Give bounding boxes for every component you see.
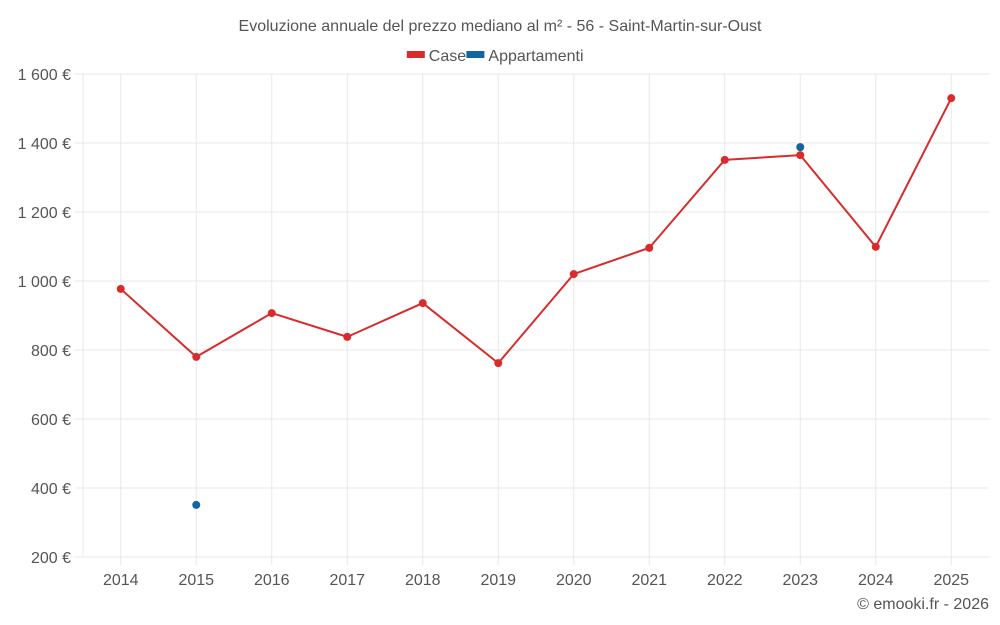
series-layer [116,94,956,509]
y-tick-label: 1 000 € [18,274,71,291]
data-point-appartamenti-2015 [192,500,201,509]
y-gridlines [75,73,989,558]
x-tick-label: 2018 [405,572,441,589]
data-point-case-2022 [720,155,729,164]
x-tick-label: 2019 [480,572,516,589]
legend-swatch-case [406,51,425,58]
data-point-case-2017 [343,332,352,341]
x-tick-label: 2016 [254,572,290,589]
y-tick-label: 1 200 € [18,205,71,222]
x-axis: 2014 2015 2016 2017 2018 2019 2020 2021 2022 2023… [103,572,969,589]
data-point-case-2021 [645,243,654,252]
data-point-case-2025 [947,94,956,103]
x-tick-label: 2025 [933,572,969,589]
legend-label-case: Case [429,48,466,65]
data-point-case-2018 [418,299,427,308]
data-point-case-2020 [569,270,578,279]
legend-label-appartamenti: Appartamenti [488,48,583,65]
y-tick-label: 200 € [31,550,71,567]
data-point-case-2023 [796,151,805,160]
y-tick-label: 400 € [31,481,71,498]
x-tick-label: 2023 [782,572,818,589]
legend-swatch-appartamenti [466,51,485,58]
y-tick-label: 1 400 € [18,136,71,153]
x-tick-label: 2022 [707,572,743,589]
y-tick-label: 1 600 € [18,67,71,84]
data-point-case-2024 [871,242,880,251]
data-point-case-2014 [116,284,125,293]
data-point-case-2019 [494,359,503,368]
x-tick-label: 2015 [178,572,214,589]
x-tick-label: 2024 [858,572,894,589]
chart-title: Evoluzione annuale del prezzo mediano al… [239,18,762,35]
credit-text: © emooki.fr - 2026 [857,596,989,613]
legend: Case Appartamenti [406,48,584,65]
x-tick-label: 2014 [103,572,139,589]
x-tick-label: 2017 [329,572,365,589]
y-tick-label: 600 € [31,412,71,429]
y-tick-label: 800 € [31,343,71,360]
x-tick-label: 2021 [631,572,667,589]
x-tick-label: 2020 [556,572,592,589]
data-point-case-2016 [267,309,276,318]
data-point-appartamenti-2023 [796,143,805,152]
data-point-case-2015 [192,352,201,361]
series-line-case [120,97,953,365]
x-gridlines [82,74,952,565]
y-axis: 200 € 400 € 600 € 800 € 1 000 € 1 200 € 1 400 … [18,67,71,567]
